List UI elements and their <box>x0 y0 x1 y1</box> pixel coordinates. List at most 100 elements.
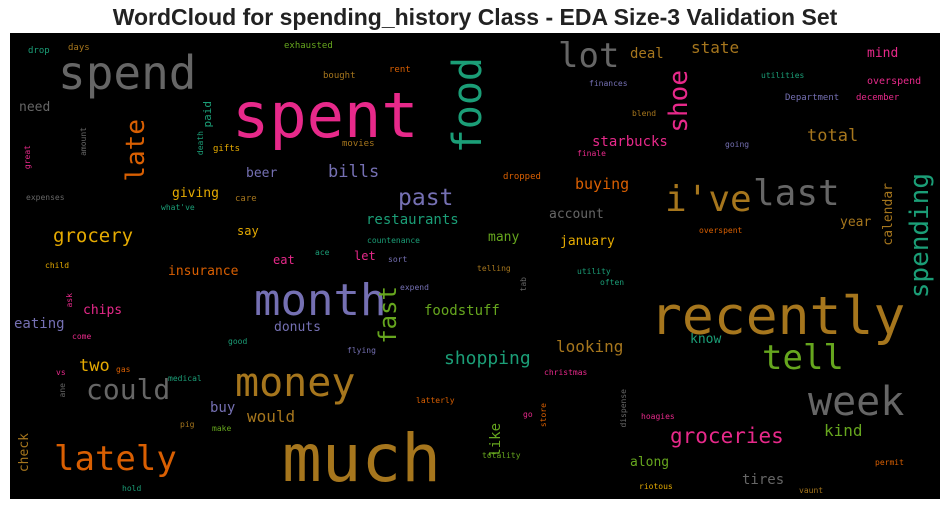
word-riotous: riotous <box>639 482 673 491</box>
word-state: state <box>691 38 740 57</box>
word-vaunt: vaunt <box>799 486 824 495</box>
word-late: late <box>121 119 151 182</box>
word-ask: ask <box>65 293 74 308</box>
word-insurance: insurance <box>168 264 239 279</box>
word-foodstuff: foodstuff <box>424 303 500 319</box>
word-let: let <box>354 249 376 263</box>
word-restaurants: restaurants <box>366 212 459 228</box>
word-ane: ane <box>58 383 67 398</box>
word-donuts: donuts <box>274 320 321 335</box>
word-medical: medical <box>168 374 202 383</box>
word-exhausted: exhausted <box>284 41 333 51</box>
word-drop: drop <box>28 46 50 56</box>
word-spend: spend <box>58 46 197 100</box>
word-totality: totality <box>482 451 521 460</box>
word-many: many <box>488 230 520 245</box>
word-know: know <box>690 332 722 347</box>
word-buy: buy <box>210 400 236 416</box>
word-overspend: overspend <box>867 76 922 87</box>
word-beer: beer <box>246 166 278 181</box>
word-would: would <box>247 407 296 426</box>
word-month: month <box>254 275 387 326</box>
word-lately: lately <box>54 439 177 479</box>
word-mind: mind <box>867 46 899 61</box>
word-chips: chips <box>83 303 123 318</box>
word-need: need <box>19 100 51 115</box>
word-finale: finale <box>577 149 606 158</box>
word-shoe: shoe <box>664 70 694 133</box>
word-good: good <box>228 337 248 346</box>
word-deal: deal <box>630 46 664 62</box>
word-could: could <box>86 373 171 406</box>
word-expenses: expenses <box>26 193 65 202</box>
word-food: food <box>445 57 491 154</box>
word-recently: recently <box>650 286 906 347</box>
word-december: december <box>856 93 900 103</box>
word-january: january <box>560 234 615 249</box>
word-child: child <box>45 261 70 270</box>
word-hoagies: hoagies <box>641 412 675 421</box>
word-fast: fast <box>374 286 402 344</box>
word-two: two <box>79 356 110 376</box>
word-calendar: calendar <box>881 183 896 246</box>
word-amount: amount <box>79 127 88 156</box>
word-bills: bills <box>328 162 380 182</box>
word-say: say <box>237 224 259 238</box>
word-latterly: latterly <box>416 396 455 405</box>
word-account: account <box>549 207 604 222</box>
word-countenance: countenance <box>367 236 420 245</box>
word-grocery: grocery <box>53 225 134 247</box>
word-shopping: shopping <box>444 348 531 369</box>
word-money: money <box>235 360 356 406</box>
word-pig: pig <box>180 420 195 429</box>
word-great: great <box>23 145 32 170</box>
word-make: make <box>212 424 232 433</box>
word-permit: permit <box>875 458 904 467</box>
word-gifts: gifts <box>213 144 241 154</box>
word-past: past <box>398 185 454 211</box>
word-what-ve: what've <box>161 203 195 212</box>
word-tell: tell <box>762 338 844 378</box>
word-groceries: groceries <box>670 424 784 448</box>
word-eating: eating <box>14 316 65 332</box>
word-finances: finances <box>589 79 628 88</box>
word-overspent: overspent <box>699 226 743 235</box>
word-spent: spent <box>232 79 419 152</box>
word-bought: bought <box>323 71 356 81</box>
word-dispense: dispense <box>619 389 628 428</box>
word-department: Department <box>785 93 840 103</box>
word-last: last <box>753 173 840 214</box>
word-care: care <box>235 194 257 204</box>
word-store: store <box>539 403 548 428</box>
word-total: total <box>807 126 859 146</box>
word-movies: movies <box>342 139 375 149</box>
word-dropped: dropped <box>503 172 541 182</box>
word-expend: expend <box>400 283 429 292</box>
word-go: go <box>523 410 533 419</box>
word-often: often <box>600 278 625 287</box>
word-much: much <box>282 420 441 497</box>
word-tires: tires <box>742 472 785 488</box>
word-week: week <box>808 379 905 425</box>
wordcloud-canvas: much spent recently spend month money week food… <box>10 33 940 499</box>
word-eat: eat <box>273 253 295 267</box>
word-ace: ace <box>315 248 330 257</box>
word-christmas: christmas <box>544 368 588 377</box>
word-telling: telling <box>477 264 511 273</box>
word-utility: utility <box>577 267 611 276</box>
chart-title: WordCloud for spending_history Class - E… <box>112 4 838 30</box>
word-year: year <box>840 215 872 230</box>
word-kind: kind <box>824 421 863 440</box>
word-come: come <box>72 332 92 341</box>
word-sort: sort <box>388 255 408 264</box>
word-starbucks: starbucks <box>592 134 668 150</box>
word-hold: hold <box>122 484 142 493</box>
word-paid: paid <box>201 101 214 128</box>
word-flying: flying <box>347 346 376 355</box>
word-utilities: utilities <box>761 71 805 80</box>
word-giving: giving <box>172 186 219 201</box>
word-looking: looking <box>556 337 624 356</box>
word-vs: vs <box>56 368 66 377</box>
word-buying: buying <box>575 175 630 193</box>
word-i-ve: i've <box>665 179 752 220</box>
